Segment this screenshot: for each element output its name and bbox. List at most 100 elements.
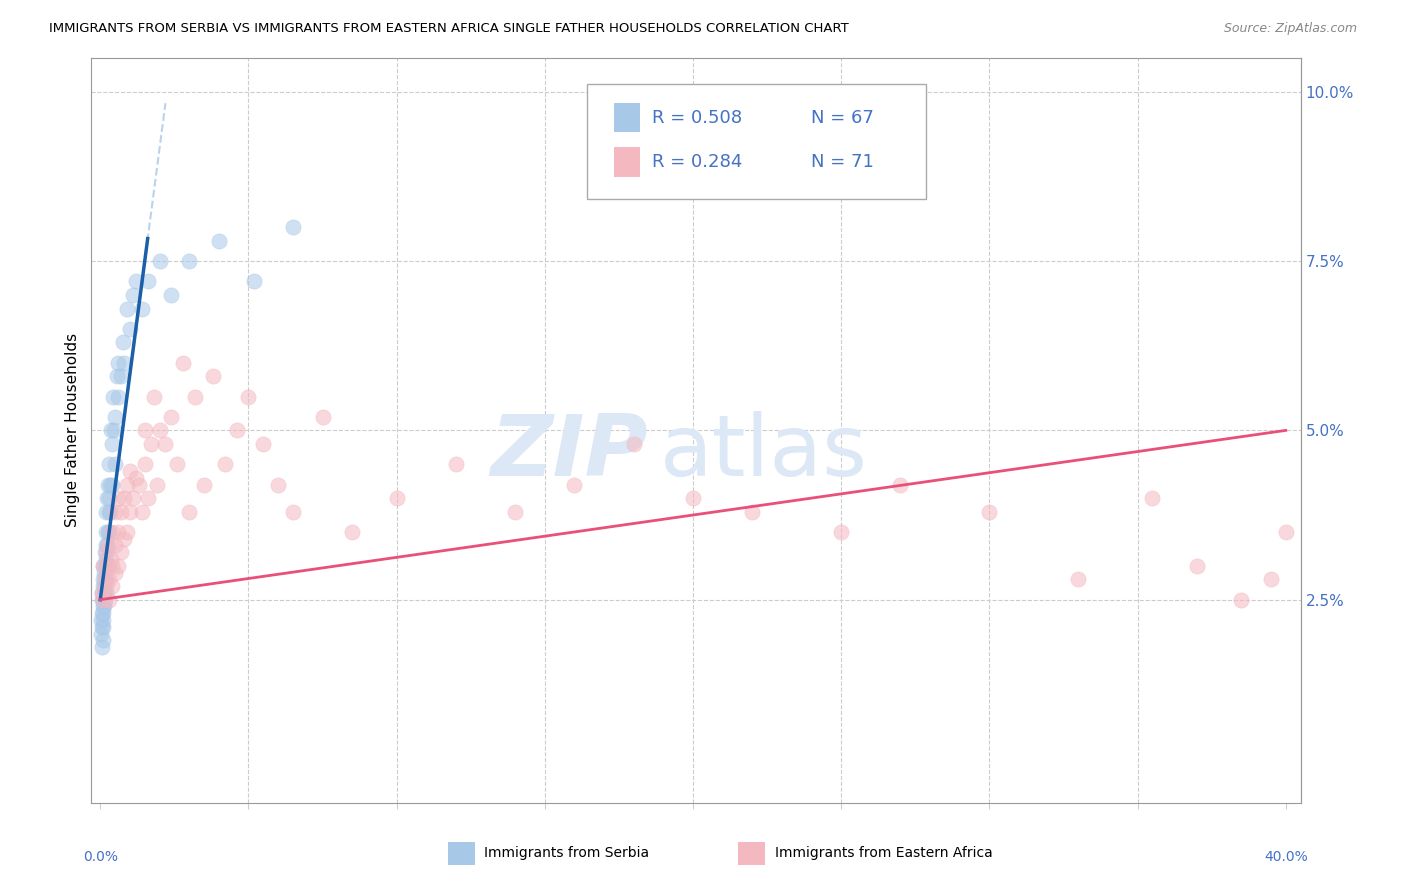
Point — [741, 505, 763, 519]
Point — [103, 423, 125, 437]
Point — [118, 505, 141, 519]
Point — [107, 390, 129, 404]
Point — [91, 613, 114, 627]
Point — [93, 592, 115, 607]
Point — [623, 437, 645, 451]
Point — [225, 423, 247, 437]
Bar — [449, 842, 475, 864]
Point — [96, 552, 118, 566]
Point — [96, 539, 118, 553]
Text: Immigrants from Serbia: Immigrants from Serbia — [484, 847, 650, 861]
Point — [107, 524, 129, 539]
Point — [93, 545, 115, 559]
Point — [193, 477, 215, 491]
Point — [98, 592, 121, 607]
Point — [107, 491, 129, 505]
Point — [90, 613, 112, 627]
Point — [131, 505, 153, 519]
Point — [179, 254, 201, 268]
Point — [91, 606, 114, 620]
Point — [112, 356, 135, 370]
Text: 0.0%: 0.0% — [83, 850, 118, 864]
Point — [97, 558, 120, 573]
Point — [118, 322, 141, 336]
Point — [91, 579, 114, 593]
Point — [160, 409, 183, 424]
Point — [98, 491, 121, 505]
Point — [98, 539, 121, 553]
Bar — [614, 147, 640, 178]
Point — [101, 524, 124, 539]
Point — [93, 573, 115, 587]
Point — [131, 301, 153, 316]
Point — [90, 626, 112, 640]
Text: R = 0.508: R = 0.508 — [652, 109, 742, 127]
Point — [96, 491, 118, 505]
Point — [1274, 524, 1296, 539]
Point — [96, 573, 118, 587]
Point — [1230, 592, 1253, 607]
Text: IMMIGRANTS FROM SERBIA VS IMMIGRANTS FROM EASTERN AFRICA SINGLE FATHER HOUSEHOLD: IMMIGRANTS FROM SERBIA VS IMMIGRANTS FRO… — [49, 22, 849, 36]
Point — [201, 369, 224, 384]
Point — [682, 491, 704, 505]
Point — [134, 423, 156, 437]
Point — [97, 477, 120, 491]
Point — [444, 457, 467, 471]
Point — [134, 457, 156, 471]
Point — [1185, 558, 1208, 573]
Point — [110, 369, 132, 384]
Point — [208, 234, 231, 248]
Point — [101, 558, 124, 573]
Point — [100, 423, 122, 437]
Point — [94, 586, 117, 600]
Point — [101, 390, 124, 404]
Point — [889, 477, 911, 491]
Point — [91, 558, 114, 573]
Point — [267, 477, 290, 491]
Point — [340, 524, 363, 539]
Point — [128, 477, 150, 491]
Point — [98, 573, 121, 587]
Point — [252, 437, 274, 451]
Point — [214, 457, 236, 471]
Point — [564, 477, 586, 491]
Point — [96, 545, 118, 559]
Point — [110, 545, 132, 559]
Point — [311, 409, 333, 424]
Point — [97, 524, 120, 539]
Point — [91, 620, 114, 634]
Point — [91, 586, 114, 600]
Text: atlas: atlas — [659, 411, 868, 494]
Point — [94, 558, 117, 573]
Point — [91, 633, 114, 648]
Point — [90, 640, 112, 654]
Point — [101, 477, 124, 491]
Point — [107, 558, 129, 573]
Point — [93, 566, 115, 580]
Point — [136, 491, 159, 505]
Point — [98, 477, 121, 491]
Text: Immigrants from Eastern Africa: Immigrants from Eastern Africa — [775, 847, 993, 861]
Point — [90, 586, 112, 600]
Point — [115, 477, 138, 491]
Point — [91, 620, 114, 634]
Point — [142, 390, 165, 404]
Point — [122, 288, 145, 302]
Point — [118, 464, 141, 478]
Point — [93, 579, 115, 593]
Point — [98, 457, 121, 471]
Point — [1260, 573, 1282, 587]
Point — [238, 390, 260, 404]
Y-axis label: Single Father Households: Single Father Households — [65, 334, 80, 527]
Point — [166, 457, 188, 471]
Text: R = 0.284: R = 0.284 — [652, 153, 742, 171]
Point — [139, 437, 162, 451]
Point — [979, 505, 1001, 519]
Point — [97, 558, 120, 573]
Point — [1142, 491, 1164, 505]
Point — [122, 491, 145, 505]
Point — [503, 505, 526, 519]
Point — [91, 573, 114, 587]
Point — [145, 477, 167, 491]
Point — [107, 356, 129, 370]
